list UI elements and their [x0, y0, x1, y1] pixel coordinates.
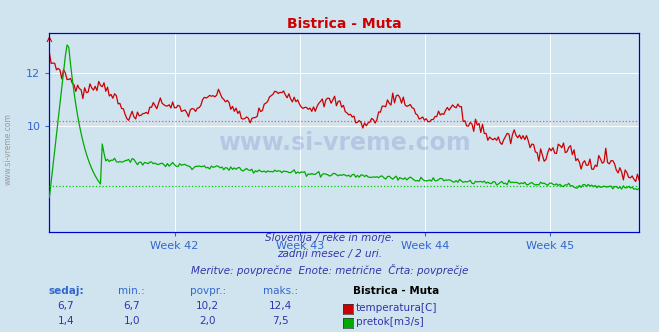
- Text: povpr.:: povpr.:: [190, 286, 225, 296]
- Title: Bistrica - Muta: Bistrica - Muta: [287, 17, 401, 31]
- Text: temperatura[C]: temperatura[C]: [356, 303, 438, 313]
- Text: Slovenija / reke in morje.: Slovenija / reke in morje.: [265, 233, 394, 243]
- Text: 7,5: 7,5: [272, 316, 289, 326]
- Text: 2,0: 2,0: [199, 316, 216, 326]
- Text: 1,4: 1,4: [57, 316, 74, 326]
- Text: 6,7: 6,7: [123, 301, 140, 311]
- Text: www.si-vreme.com: www.si-vreme.com: [218, 131, 471, 155]
- Text: Bistrica - Muta: Bistrica - Muta: [353, 286, 439, 296]
- Text: Meritve: povprečne  Enote: metrične  Črta: povprečje: Meritve: povprečne Enote: metrične Črta:…: [191, 264, 468, 276]
- Text: sedaj:: sedaj:: [48, 286, 84, 296]
- Text: 10,2: 10,2: [196, 301, 219, 311]
- Text: maks.:: maks.:: [262, 286, 298, 296]
- Text: min.:: min.:: [119, 286, 145, 296]
- Text: 6,7: 6,7: [57, 301, 74, 311]
- Text: pretok[m3/s]: pretok[m3/s]: [356, 317, 424, 327]
- Text: 1,0: 1,0: [123, 316, 140, 326]
- Text: zadnji mesec / 2 uri.: zadnji mesec / 2 uri.: [277, 249, 382, 259]
- Text: www.si-vreme.com: www.si-vreme.com: [3, 114, 13, 185]
- Text: 12,4: 12,4: [268, 301, 292, 311]
